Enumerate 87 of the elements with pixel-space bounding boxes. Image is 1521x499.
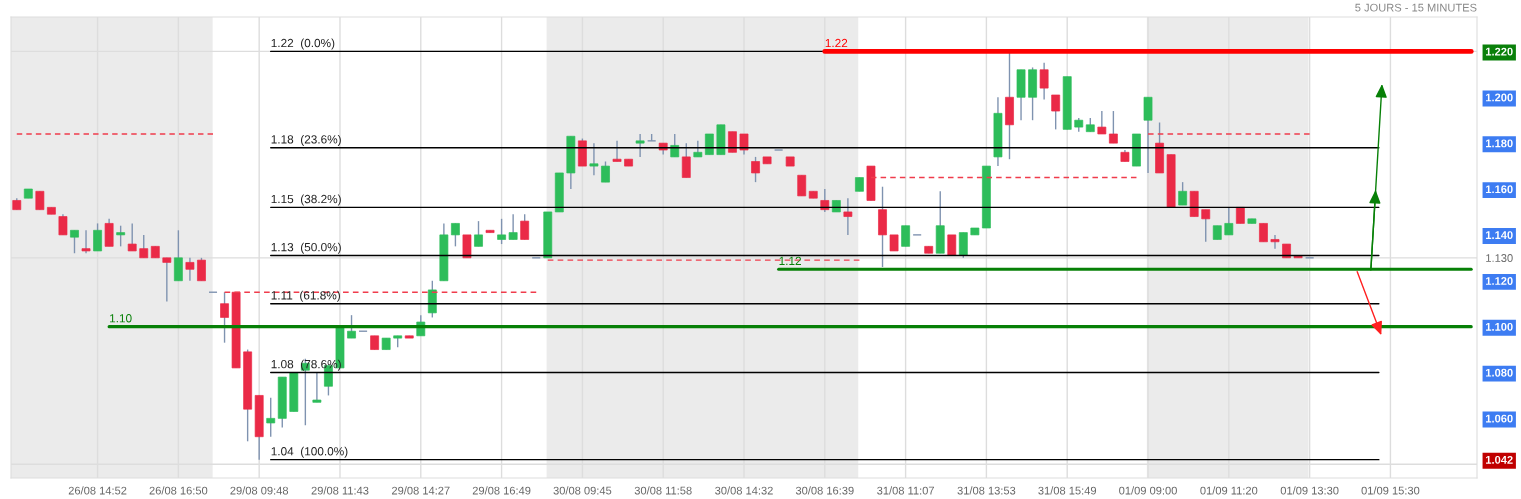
candlestick xyxy=(1259,222,1268,243)
candlestick xyxy=(70,229,79,254)
candlestick xyxy=(843,197,853,236)
candlestick xyxy=(93,222,102,252)
y-tick-label: 1.180 xyxy=(1486,139,1513,148)
candlestick xyxy=(139,234,149,259)
candlestick xyxy=(751,156,760,183)
candlestick xyxy=(81,229,91,254)
x-tick-label: 30/08 16:39 xyxy=(795,486,854,495)
candlestick xyxy=(35,190,45,211)
candlestick xyxy=(635,133,645,158)
candlestick xyxy=(1178,181,1188,206)
x-tick-label: 29/08 11:43 xyxy=(311,486,369,495)
series-label: 1.10 xyxy=(110,314,132,323)
y-tick-label: 1.160 xyxy=(1486,185,1513,194)
x-tick-label: 30/08 14:32 xyxy=(715,486,773,495)
x-tick-label: 01/09 15:30 xyxy=(1361,486,1420,495)
x-tick-label: 29/08 09:48 xyxy=(230,486,289,495)
series-label: 1.13 (50.0%) xyxy=(271,242,341,254)
x-tick-label: 26/08 16:50 xyxy=(149,486,208,495)
series-label: 1.15 (38.2%) xyxy=(271,194,341,206)
y-tick-label: 1.100 xyxy=(1486,322,1513,331)
x-tick-label: 30/08 09:45 xyxy=(553,486,612,495)
candlestick xyxy=(127,222,137,252)
candlestick xyxy=(1109,110,1118,144)
candlestick xyxy=(162,257,172,303)
x-tick-label: 01/09 13:30 xyxy=(1280,486,1339,495)
candlestick xyxy=(1224,206,1234,236)
x-tick-label: 30/08 11:58 xyxy=(634,486,692,495)
candlestick xyxy=(451,222,460,248)
candlestick xyxy=(266,397,276,438)
series-label: 1.18 (23.6%) xyxy=(271,134,341,146)
candlestick xyxy=(58,213,68,236)
candlestick xyxy=(508,213,518,241)
y-tick-label: 1.120 xyxy=(1486,277,1513,285)
x-tick-label: 01/09 09:00 xyxy=(1119,486,1177,495)
x-tick-label: 29/08 14:27 xyxy=(392,486,450,495)
candlestick xyxy=(681,142,691,179)
x-tick-label: 31/08 13:53 xyxy=(957,486,1016,495)
candlestick xyxy=(693,140,703,158)
y-tick-label: 1.200 xyxy=(1486,93,1513,102)
x-tick-label: 29/08 16:49 xyxy=(472,486,531,495)
candlestick xyxy=(704,133,714,156)
candlestick xyxy=(1039,62,1049,101)
candlestick xyxy=(1051,94,1061,131)
x-tick-label: 01/09 11:20 xyxy=(1200,486,1258,495)
candlestick xyxy=(1143,96,1153,174)
x-tick-label: 26/08 14:52 xyxy=(68,486,127,495)
candlestick xyxy=(670,133,680,158)
series-label: 1.11 (61.8%) xyxy=(271,290,340,302)
candlestick xyxy=(312,371,322,404)
candlestick xyxy=(1270,234,1280,250)
candlestick xyxy=(520,213,530,241)
candlestick xyxy=(589,142,599,176)
y-tick-label: 1.042 xyxy=(1486,455,1513,464)
candlestick xyxy=(116,225,126,248)
candlestick xyxy=(462,234,472,259)
candlestick xyxy=(347,314,356,339)
candlestick xyxy=(739,133,749,156)
candlestick xyxy=(601,160,610,183)
series-label: 1.22 (0.0%) xyxy=(271,38,335,50)
candlestick xyxy=(474,220,483,248)
series-label: 1.12 xyxy=(779,256,802,265)
y-tick-label: 1.080 xyxy=(1486,368,1513,377)
y-tick-label: 1.220 xyxy=(1486,47,1513,56)
candlestick xyxy=(1097,110,1107,135)
x-tick-label: 31/08 11:07 xyxy=(877,486,934,495)
candlestick xyxy=(797,174,807,197)
candlestick xyxy=(104,218,114,248)
candlestick xyxy=(820,188,830,213)
candlestick xyxy=(728,130,737,154)
y-tick-label: 1.140 xyxy=(1486,231,1513,240)
y-tick-label: 1.060 xyxy=(1486,414,1513,423)
x-tick-label: 31/08 15:49 xyxy=(1038,486,1097,495)
y-tick-label: 1.130 xyxy=(1486,254,1513,262)
candlestick xyxy=(173,229,183,282)
candlestick xyxy=(220,291,229,344)
series-label: 1.04 (100.0%) xyxy=(271,446,348,458)
chart-title: 5 JOURS - 15 MINUTES xyxy=(1355,3,1477,12)
candlestick xyxy=(901,225,910,248)
candlestick xyxy=(958,231,968,259)
candlestick xyxy=(197,257,206,282)
series-label: 1.22 xyxy=(825,38,848,48)
candlestick xyxy=(1201,208,1211,243)
candlestick xyxy=(612,140,622,163)
candlestick xyxy=(185,257,195,282)
candlestick xyxy=(497,218,506,245)
